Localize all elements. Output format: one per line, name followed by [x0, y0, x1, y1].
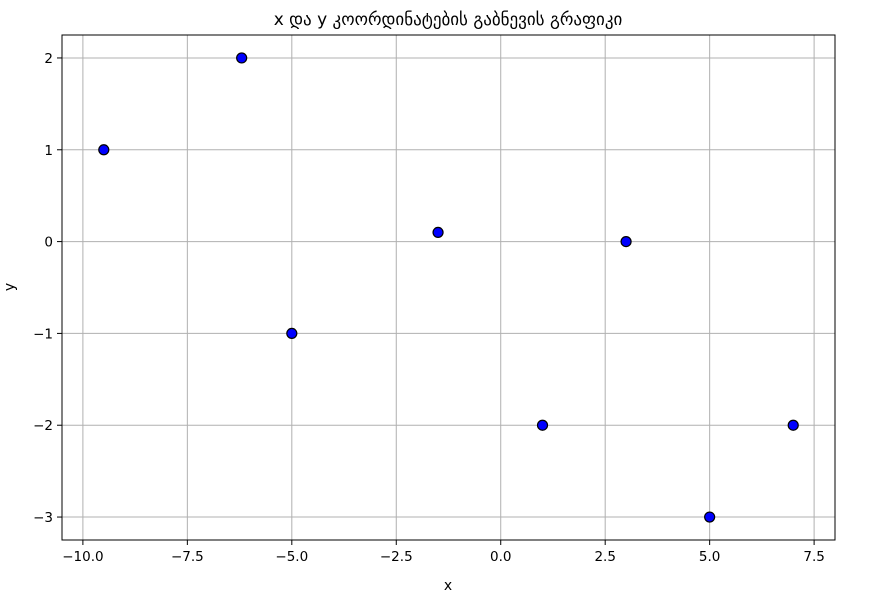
- x-tick-label: −10.0: [62, 549, 103, 565]
- data-point: [704, 511, 716, 523]
- data-point: [98, 144, 110, 156]
- plot-frame: [61, 34, 836, 541]
- data-point: [536, 419, 549, 431]
- grid: [62, 35, 835, 540]
- y-axis-ticks: −3 −2 −1 0 1 2: [33, 51, 62, 526]
- data-point: [620, 235, 632, 248]
- data-point: [432, 226, 444, 239]
- y-tick-label: 1: [44, 143, 53, 159]
- y-tick-label: −3: [33, 510, 53, 526]
- y-tick-label: 0: [44, 235, 53, 251]
- x-tick-label: 2.5: [594, 549, 615, 565]
- data-point: [286, 327, 298, 340]
- y-axis-label: y: [2, 283, 18, 291]
- y-tick-label: −2: [33, 418, 53, 434]
- data-point: [236, 52, 248, 64]
- x-tick-label: 0.0: [490, 549, 511, 565]
- x-axis-ticks: −10.0 −7.5 −5.0 −2.5 0.0 2.5 5.0 7.5: [62, 540, 825, 565]
- data-point: [787, 419, 799, 431]
- y-tick-label: 2: [44, 51, 53, 67]
- x-tick-label: −5.0: [275, 549, 308, 565]
- x-axis-label: x: [444, 578, 452, 594]
- x-tick-label: −7.5: [171, 549, 204, 565]
- data-points: [98, 52, 799, 523]
- x-tick-label: 5.0: [699, 549, 720, 565]
- chart-title: x და y კოორდინატების გაბნევის გრაფიკი: [274, 10, 623, 30]
- x-tick-label: −2.5: [380, 549, 413, 565]
- y-tick-label: −1: [33, 326, 53, 342]
- x-tick-label: 7.5: [803, 549, 824, 565]
